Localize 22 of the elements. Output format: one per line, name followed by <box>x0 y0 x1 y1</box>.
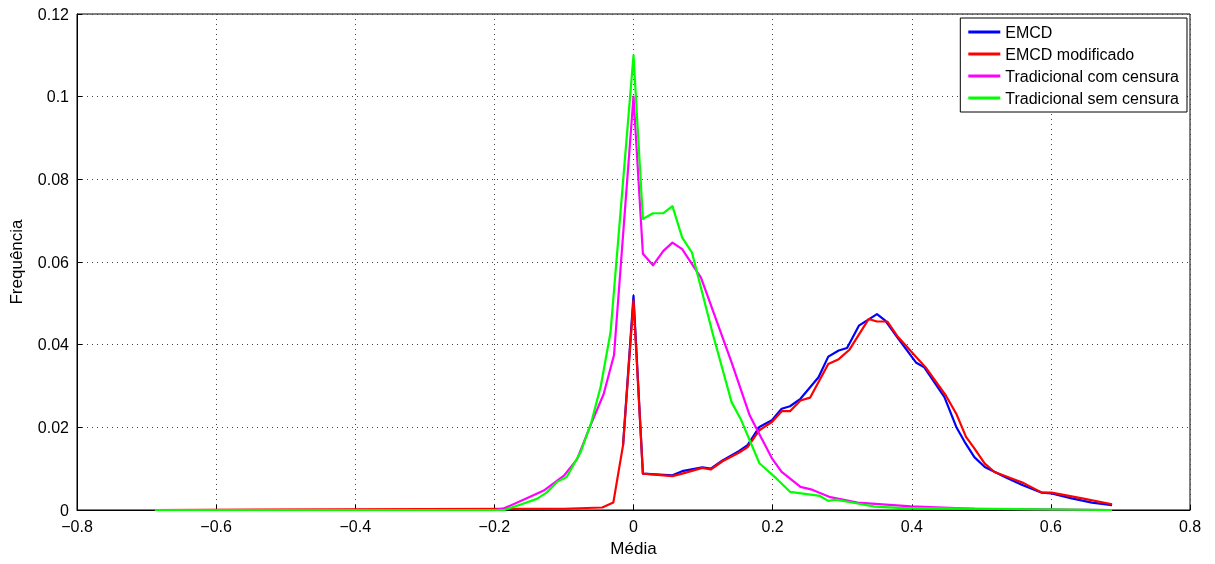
y-tick-label: 0.04 <box>37 336 70 354</box>
x-tick-label: 0.6 <box>1039 517 1063 535</box>
y-tick-label: 0.1 <box>46 88 70 106</box>
x-tick-label: 0.2 <box>761 517 784 535</box>
x-tick-label: −0.8 <box>61 517 93 535</box>
y-axis-title: Frequência <box>7 218 26 305</box>
legend-label: Tradicional sem censura <box>1005 89 1180 107</box>
x-tick-label: −0.2 <box>478 517 511 535</box>
y-tick-label: 0.08 <box>37 170 70 188</box>
legend-label: EMCD modificado <box>1005 45 1135 63</box>
legend-label: Tradicional com censura <box>1005 67 1180 85</box>
x-tick-label: −0.4 <box>339 517 372 535</box>
y-tick-label: 0 <box>60 501 70 519</box>
x-tick-label: 0 <box>629 517 639 535</box>
x-axis-title: Média <box>610 539 658 558</box>
y-tick-label: 0.02 <box>37 418 70 436</box>
legend-label: EMCD <box>1005 23 1053 41</box>
x-tick-label: 0.4 <box>900 517 923 535</box>
y-tick-label: 0.12 <box>37 5 70 23</box>
y-tick-label: 0.06 <box>37 253 70 271</box>
x-tick-label: 0.8 <box>1178 517 1202 535</box>
x-tick-label: −0.6 <box>200 517 233 535</box>
